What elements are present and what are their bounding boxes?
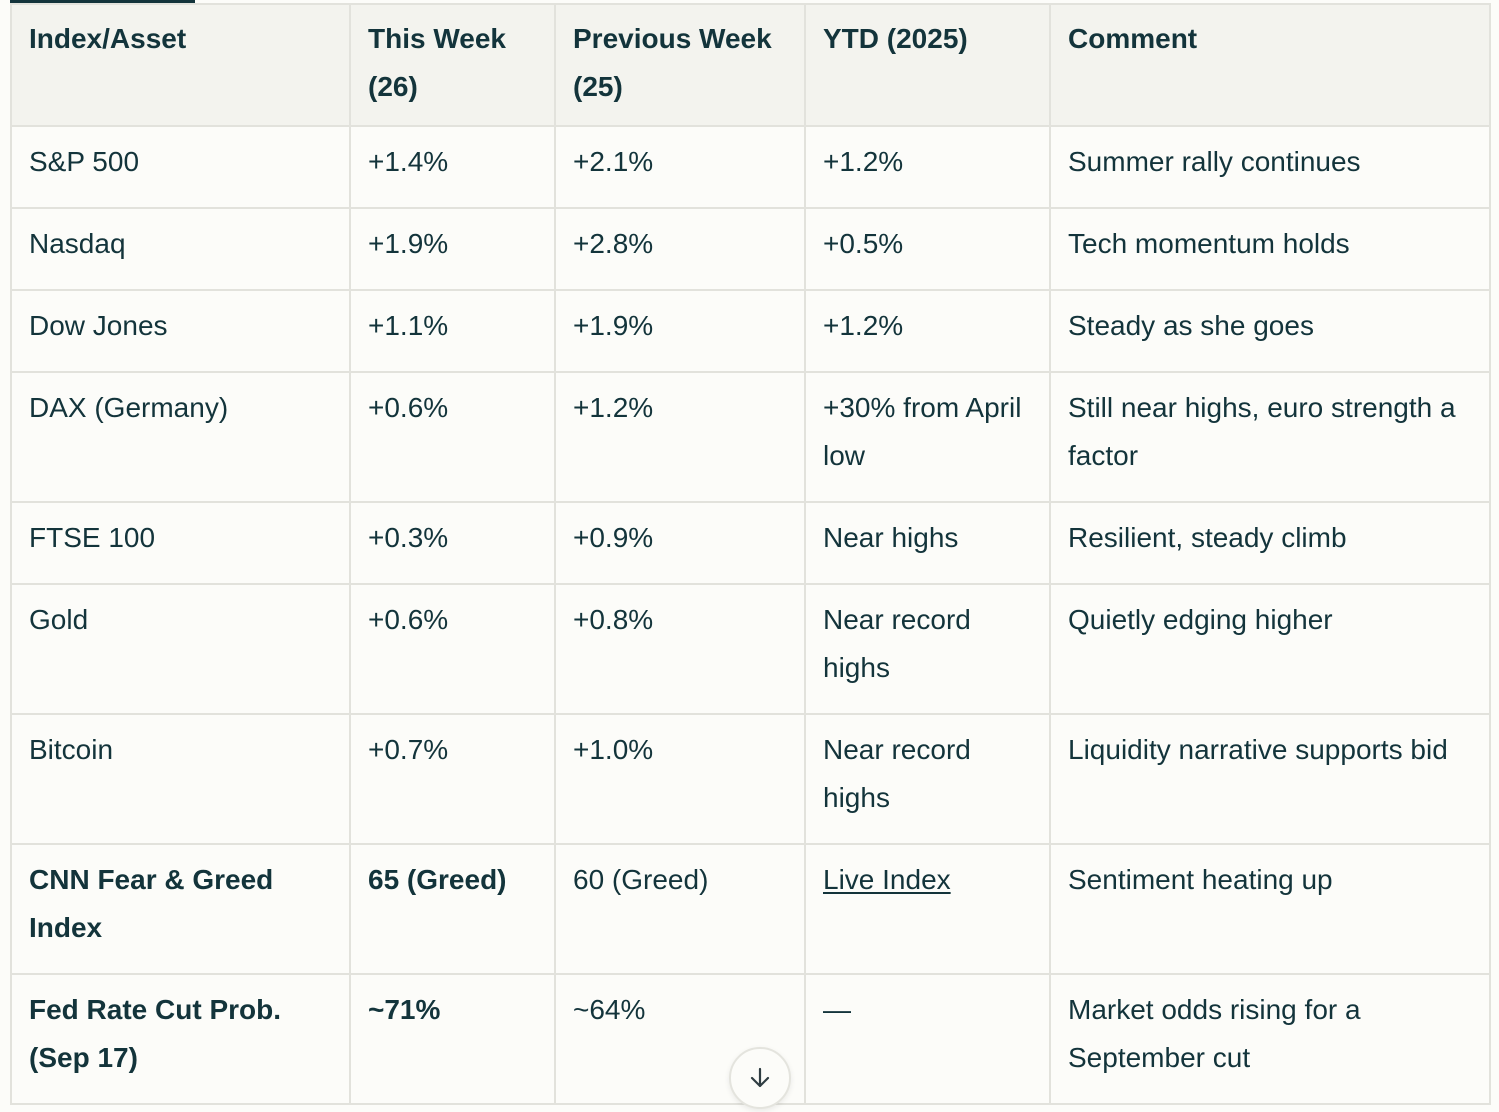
cell-asset: S&P 500 bbox=[10, 125, 351, 209]
cell-this-week: +1.9% bbox=[349, 207, 556, 291]
cell-comment: Tech momentum holds bbox=[1049, 207, 1491, 291]
cell-ytd: — bbox=[804, 973, 1051, 1105]
cell-comment: Quietly edging higher bbox=[1049, 583, 1491, 715]
cell-previous-week: +0.8% bbox=[554, 583, 806, 715]
arrow-down-icon bbox=[750, 1067, 770, 1088]
cell-comment: Liquidity narrative supports bid bbox=[1049, 713, 1491, 845]
cell-comment: Sentiment heating up bbox=[1049, 843, 1491, 975]
table-row: DAX (Germany) +0.6% +1.2% +30% from Apri… bbox=[10, 371, 1491, 503]
scroll-position-indicator bbox=[10, 0, 195, 5]
scroll-down-button[interactable] bbox=[729, 1047, 791, 1109]
table-body: S&P 500 +1.4% +2.1% +1.2% Summer rally c… bbox=[10, 125, 1491, 1105]
cell-this-week: ~71% bbox=[349, 973, 556, 1105]
header-comment: Comment bbox=[1049, 3, 1491, 127]
table-row: FTSE 100 +0.3% +0.9% Near highs Resilien… bbox=[10, 501, 1491, 585]
cell-previous-week: +1.2% bbox=[554, 371, 806, 503]
cell-previous-week: +1.9% bbox=[554, 289, 806, 373]
cell-previous-week: +2.1% bbox=[554, 125, 806, 209]
cell-asset: CNN Fear & Greed Index bbox=[10, 843, 351, 975]
cell-ytd: +1.2% bbox=[804, 125, 1051, 209]
cell-this-week: +1.1% bbox=[349, 289, 556, 373]
table-row: Nasdaq +1.9% +2.8% +0.5% Tech momentum h… bbox=[10, 207, 1491, 291]
table-row: S&P 500 +1.4% +2.1% +1.2% Summer rally c… bbox=[10, 125, 1491, 209]
cell-ytd: +0.5% bbox=[804, 207, 1051, 291]
header-index-asset: Index/Asset bbox=[10, 3, 351, 127]
cell-asset: Gold bbox=[10, 583, 351, 715]
cell-asset: DAX (Germany) bbox=[10, 371, 351, 503]
table-header: Index/Asset This Week (26) Previous Week… bbox=[10, 3, 1491, 127]
cell-asset: Bitcoin bbox=[10, 713, 351, 845]
cell-this-week: +0.6% bbox=[349, 371, 556, 503]
cell-ytd: Near record highs bbox=[804, 583, 1051, 715]
cell-previous-week: +2.8% bbox=[554, 207, 806, 291]
cell-this-week: +0.3% bbox=[349, 501, 556, 585]
cell-this-week: 65 (Greed) bbox=[349, 843, 556, 975]
cell-this-week: +1.4% bbox=[349, 125, 556, 209]
cell-asset: FTSE 100 bbox=[10, 501, 351, 585]
table-row: CNN Fear & Greed Index 65 (Greed) 60 (Gr… bbox=[10, 843, 1491, 975]
header-ytd: YTD (2025) bbox=[804, 3, 1051, 127]
cell-previous-week: ~64% bbox=[554, 973, 806, 1105]
cell-comment: Steady as she goes bbox=[1049, 289, 1491, 373]
cell-this-week: +0.6% bbox=[349, 583, 556, 715]
cell-comment: Resilient, steady climb bbox=[1049, 501, 1491, 585]
cell-ytd: +1.2% bbox=[804, 289, 1051, 373]
cell-ytd: Near highs bbox=[804, 501, 1051, 585]
table-row: Gold +0.6% +0.8% Near record highs Quiet… bbox=[10, 583, 1491, 715]
cell-comment: Market odds rising for a September cut bbox=[1049, 973, 1491, 1105]
table-row: Dow Jones +1.1% +1.9% +1.2% Steady as sh… bbox=[10, 289, 1491, 373]
cell-asset: Dow Jones bbox=[10, 289, 351, 373]
cell-asset: Nasdaq bbox=[10, 207, 351, 291]
market-summary-table: Index/Asset This Week (26) Previous Week… bbox=[10, 3, 1491, 1105]
cell-ytd: Near record highs bbox=[804, 713, 1051, 845]
header-row: Index/Asset This Week (26) Previous Week… bbox=[10, 3, 1491, 127]
cell-comment: Still near highs, euro strength a factor bbox=[1049, 371, 1491, 503]
cell-previous-week: +1.0% bbox=[554, 713, 806, 845]
table-row: Bitcoin +0.7% +1.0% Near record highs Li… bbox=[10, 713, 1491, 845]
cell-asset: Fed Rate Cut Prob. (Sep 17) bbox=[10, 973, 351, 1105]
header-this-week: This Week (26) bbox=[349, 3, 556, 127]
cell-comment: Summer rally continues bbox=[1049, 125, 1491, 209]
header-previous-week: Previous Week (25) bbox=[554, 3, 806, 127]
cell-previous-week: +0.9% bbox=[554, 501, 806, 585]
cell-ytd: Live Index bbox=[804, 843, 1051, 975]
cell-ytd: +30% from April low bbox=[804, 371, 1051, 503]
table-row: Fed Rate Cut Prob. (Sep 17) ~71% ~64% — … bbox=[10, 973, 1491, 1105]
live-index-link[interactable]: Live Index bbox=[823, 864, 951, 895]
cell-previous-week: 60 (Greed) bbox=[554, 843, 806, 975]
cell-this-week: +0.7% bbox=[349, 713, 556, 845]
